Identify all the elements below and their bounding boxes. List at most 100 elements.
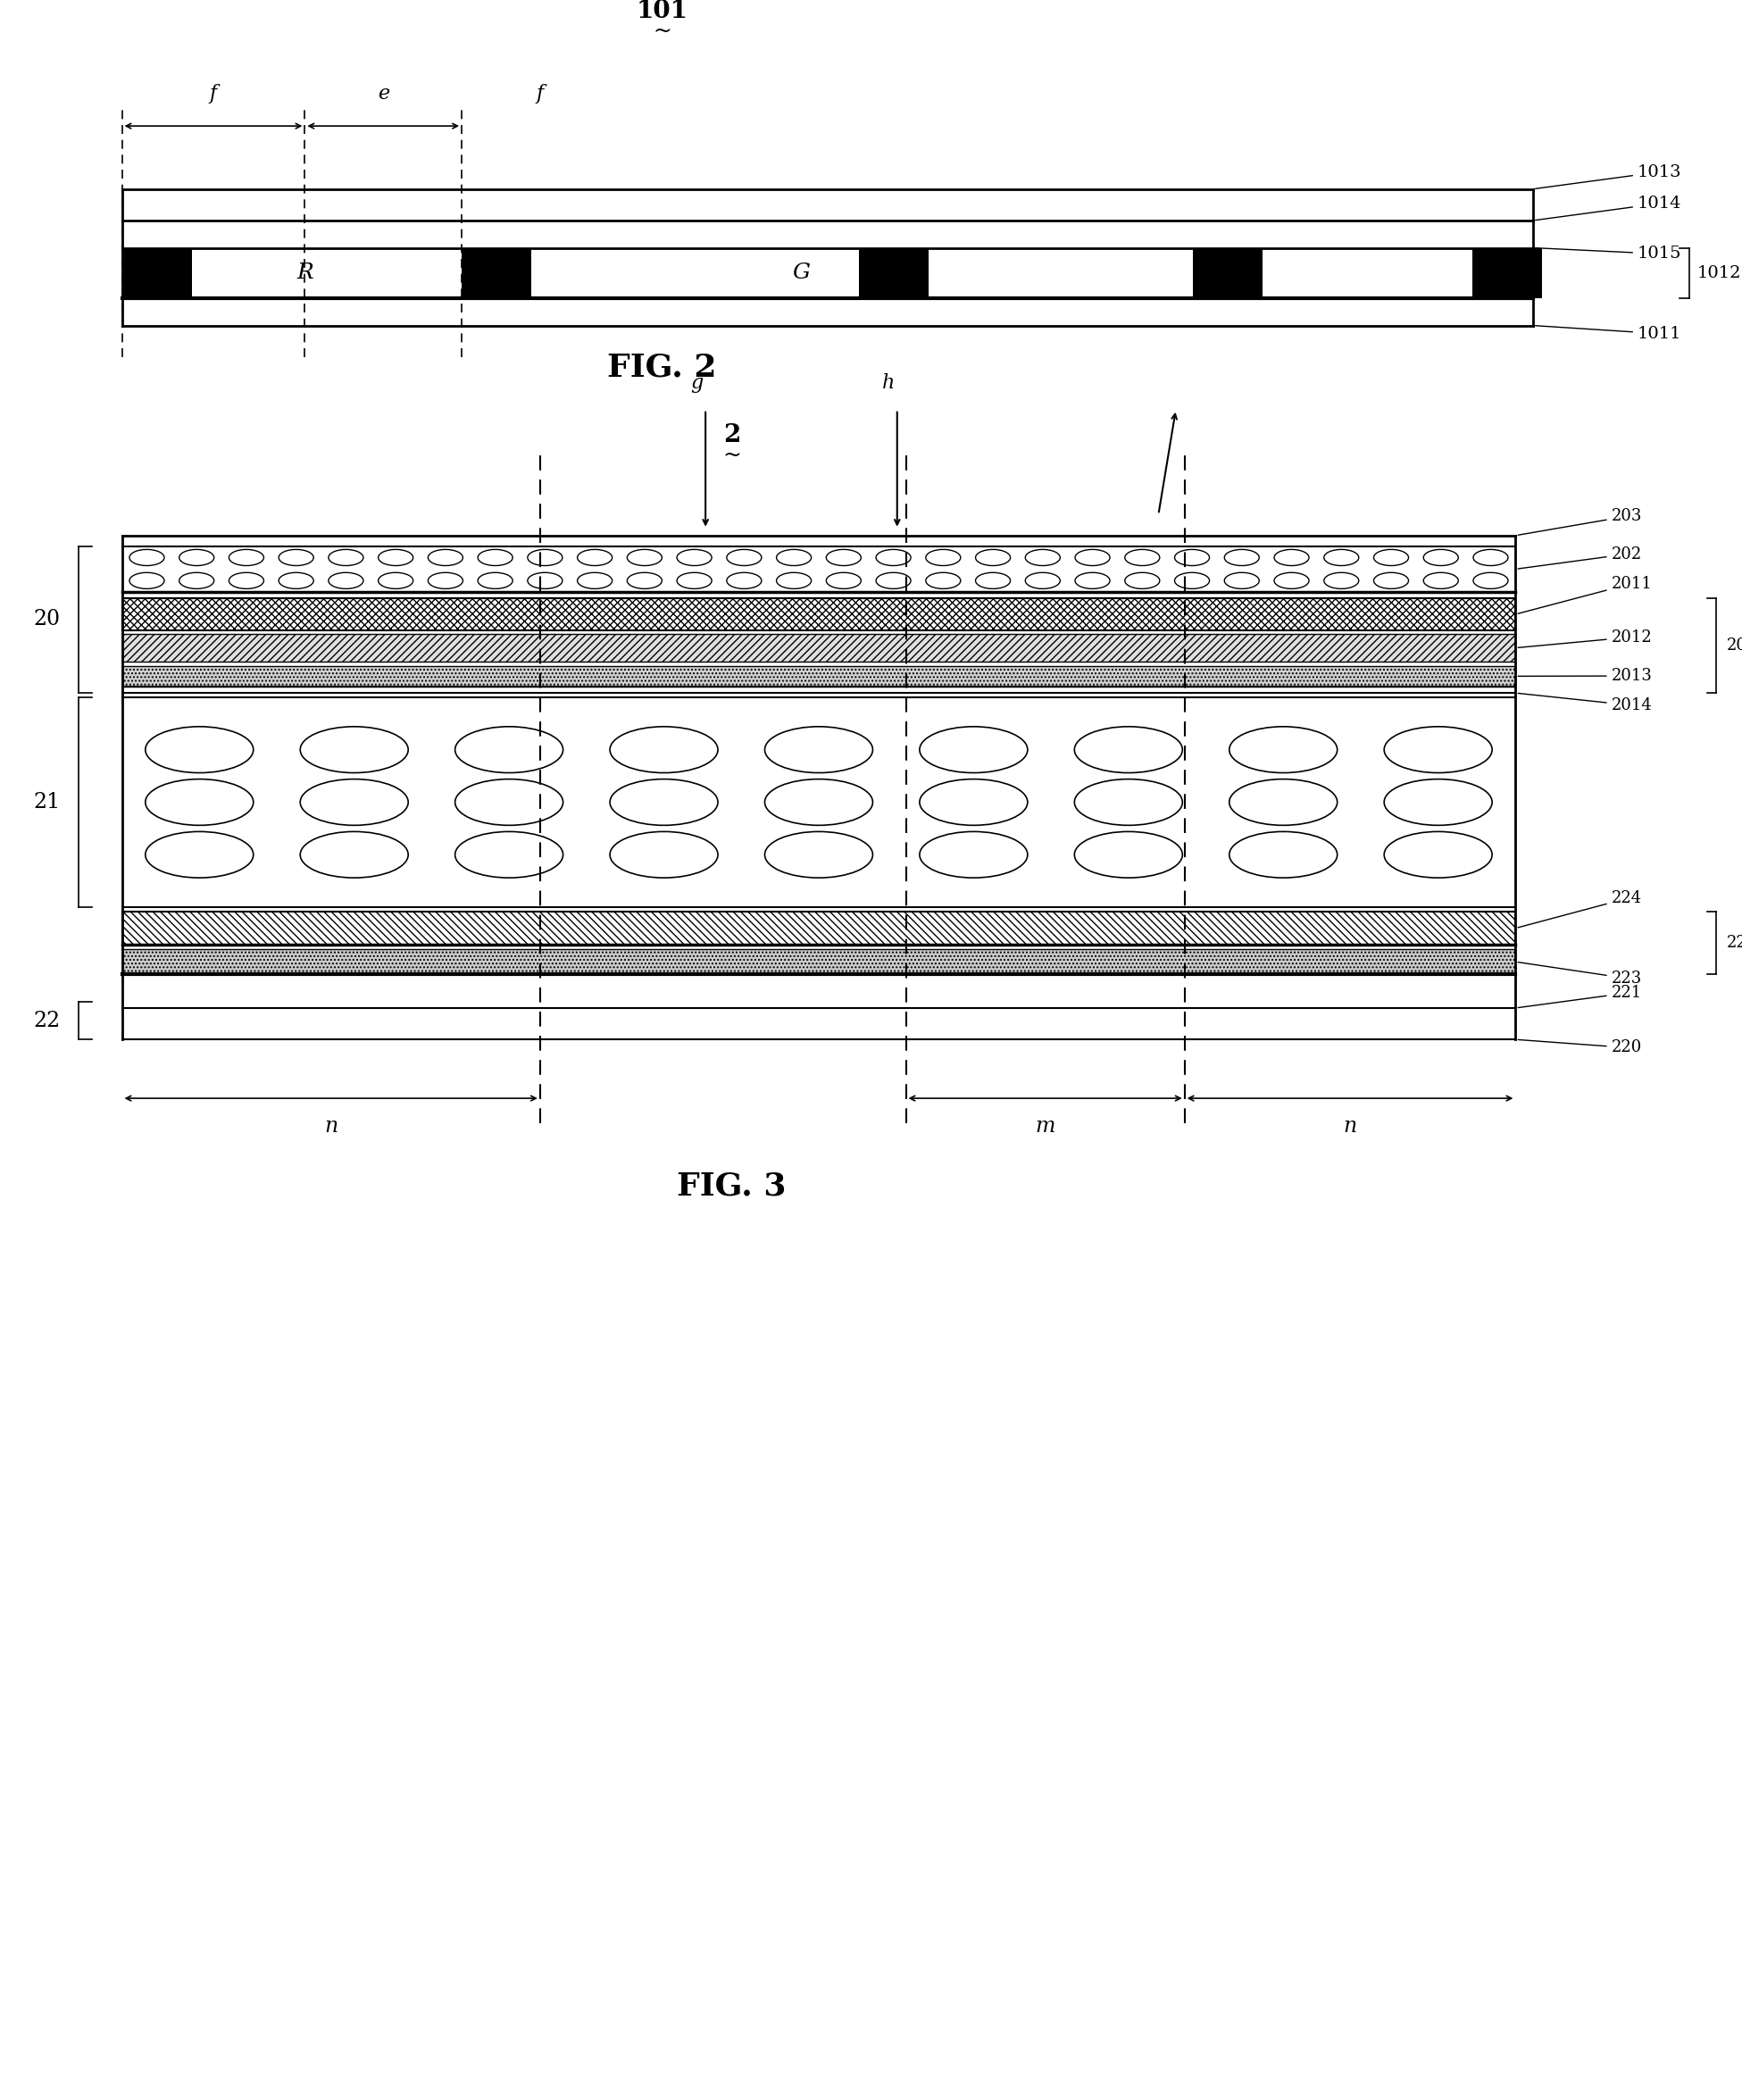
Text: 21: 21 — [33, 792, 61, 813]
Ellipse shape — [826, 550, 861, 565]
Text: R: R — [296, 262, 314, 284]
Ellipse shape — [329, 573, 364, 588]
Ellipse shape — [1075, 573, 1110, 588]
Ellipse shape — [577, 550, 611, 565]
Ellipse shape — [678, 573, 712, 588]
Text: 1014: 1014 — [1535, 195, 1681, 220]
Ellipse shape — [145, 779, 253, 825]
Text: f: f — [209, 84, 218, 103]
Ellipse shape — [925, 550, 960, 565]
Ellipse shape — [228, 550, 263, 565]
Ellipse shape — [1474, 550, 1509, 565]
Ellipse shape — [528, 573, 563, 588]
Text: 22: 22 — [33, 1010, 61, 1031]
Text: 220: 220 — [1517, 1040, 1643, 1056]
Text: G: G — [793, 262, 810, 284]
Ellipse shape — [279, 550, 314, 565]
Ellipse shape — [129, 573, 164, 588]
Text: 1013: 1013 — [1535, 164, 1681, 189]
Ellipse shape — [876, 573, 911, 588]
Ellipse shape — [1230, 832, 1338, 878]
Ellipse shape — [976, 550, 1010, 565]
Ellipse shape — [1423, 573, 1458, 588]
Ellipse shape — [765, 727, 873, 773]
Ellipse shape — [179, 550, 214, 565]
Ellipse shape — [678, 550, 712, 565]
Ellipse shape — [1174, 550, 1209, 565]
Ellipse shape — [145, 832, 253, 878]
Ellipse shape — [279, 573, 314, 588]
Bar — [859, 248, 928, 298]
Text: 101: 101 — [636, 0, 688, 23]
Ellipse shape — [1374, 550, 1409, 565]
Ellipse shape — [1324, 550, 1359, 565]
Ellipse shape — [610, 832, 718, 878]
Bar — [122, 666, 1516, 687]
Text: 2014: 2014 — [1517, 693, 1651, 714]
Text: m: m — [1035, 1115, 1056, 1136]
Text: 221: 221 — [1517, 985, 1643, 1008]
Ellipse shape — [455, 779, 563, 825]
Ellipse shape — [1125, 573, 1160, 588]
Ellipse shape — [765, 779, 873, 825]
Ellipse shape — [1230, 779, 1338, 825]
Ellipse shape — [455, 727, 563, 773]
Text: 203: 203 — [1517, 508, 1643, 536]
Ellipse shape — [1125, 550, 1160, 565]
Ellipse shape — [477, 573, 512, 588]
Ellipse shape — [1075, 779, 1183, 825]
Ellipse shape — [1423, 550, 1458, 565]
Bar — [1193, 248, 1263, 298]
Text: FIG. 2: FIG. 2 — [608, 353, 716, 382]
Ellipse shape — [528, 550, 563, 565]
Ellipse shape — [1273, 550, 1308, 565]
Ellipse shape — [876, 550, 911, 565]
Text: 2013: 2013 — [1517, 668, 1653, 685]
Text: n: n — [1343, 1115, 1357, 1136]
Ellipse shape — [577, 573, 611, 588]
Ellipse shape — [329, 550, 364, 565]
Ellipse shape — [920, 832, 1028, 878]
Bar — [122, 634, 1516, 662]
Ellipse shape — [1075, 832, 1183, 878]
Text: h: h — [881, 374, 895, 393]
Text: 1011: 1011 — [1535, 326, 1681, 342]
Ellipse shape — [765, 832, 873, 878]
Text: e: e — [378, 84, 388, 103]
Ellipse shape — [1075, 550, 1110, 565]
Bar — [122, 248, 192, 298]
Ellipse shape — [1026, 550, 1061, 565]
Ellipse shape — [1474, 573, 1509, 588]
Bar — [122, 911, 1516, 945]
Ellipse shape — [1075, 727, 1183, 773]
Bar — [1472, 248, 1542, 298]
Ellipse shape — [920, 727, 1028, 773]
Ellipse shape — [429, 573, 463, 588]
Ellipse shape — [1385, 779, 1493, 825]
Ellipse shape — [1374, 573, 1409, 588]
Ellipse shape — [145, 727, 253, 773]
Text: ~: ~ — [653, 21, 671, 42]
Ellipse shape — [610, 779, 718, 825]
Text: g: g — [690, 374, 704, 393]
Bar — [122, 546, 1516, 592]
Ellipse shape — [627, 573, 662, 588]
Ellipse shape — [976, 573, 1010, 588]
Bar — [462, 248, 531, 298]
Ellipse shape — [1174, 573, 1209, 588]
Ellipse shape — [477, 550, 512, 565]
Text: 2012: 2012 — [1517, 630, 1651, 647]
Text: ~: ~ — [723, 445, 740, 466]
Text: FIG. 3: FIG. 3 — [678, 1172, 786, 1201]
Text: 2011: 2011 — [1517, 575, 1653, 613]
Ellipse shape — [228, 573, 263, 588]
Ellipse shape — [1324, 573, 1359, 588]
Ellipse shape — [920, 779, 1028, 825]
Ellipse shape — [300, 727, 408, 773]
Ellipse shape — [1026, 573, 1061, 588]
Ellipse shape — [429, 550, 463, 565]
Ellipse shape — [300, 832, 408, 878]
Ellipse shape — [378, 550, 413, 565]
Text: 2: 2 — [723, 424, 740, 447]
Ellipse shape — [1225, 550, 1259, 565]
